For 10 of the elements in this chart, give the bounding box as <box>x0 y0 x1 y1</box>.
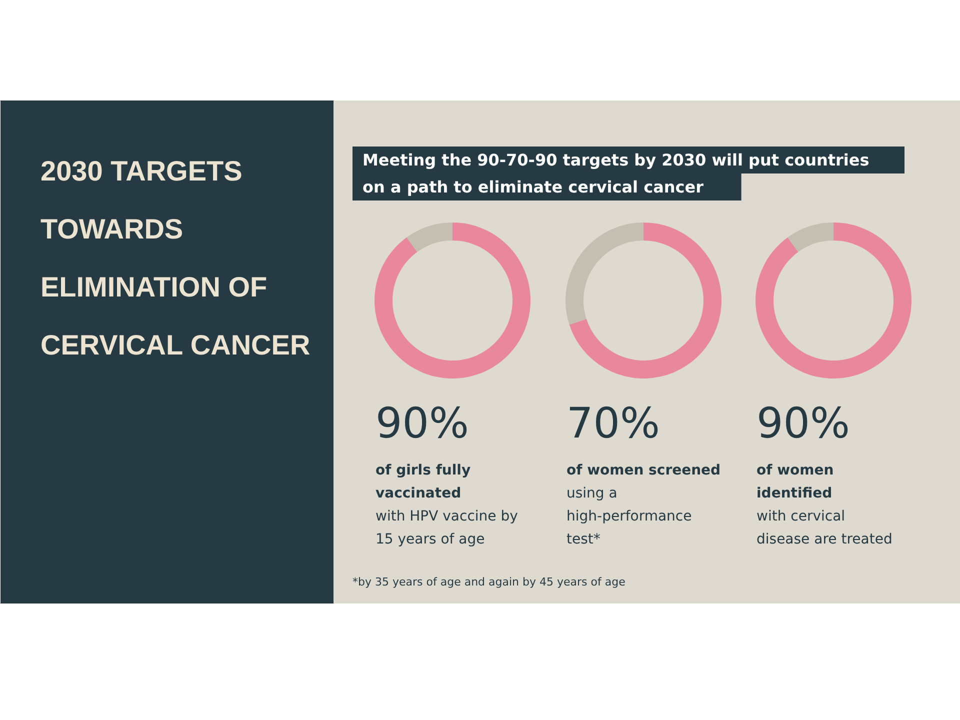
text: with cervical disease are treated <box>756 508 892 548</box>
text: Meeting the 90-70-90 targets by 2030 will put countries on a path to eliminate cervical cancer <box>362 150 870 196</box>
text: using a high-performance test* <box>566 486 692 548</box>
data-label: 90% <box>376 398 469 448</box>
text: 2030 TARGETS TOWARDS ELIMINATION OF CERVICAL CANCER <box>40 156 310 360</box>
text: of women screened <box>566 462 721 478</box>
text: with HPV vaccine by 15 years of age <box>376 508 518 548</box>
text: *by 35 years of age and again by 45 years of age <box>352 576 626 588</box>
data-label: 90% <box>756 398 850 448</box>
data-label: 70% <box>566 398 660 448</box>
